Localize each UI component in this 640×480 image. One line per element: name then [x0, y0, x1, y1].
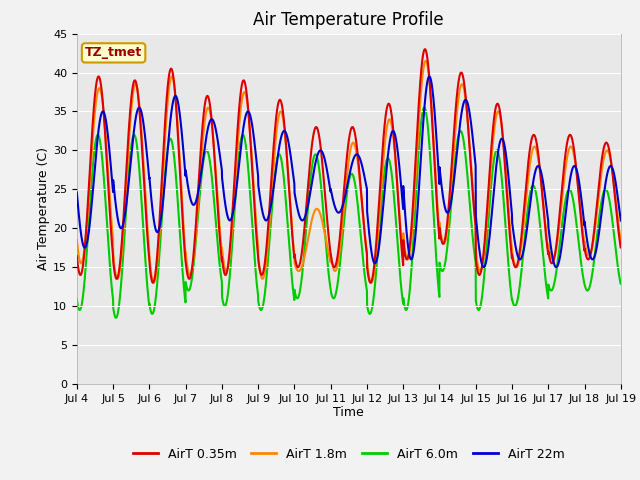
Text: TZ_tmet: TZ_tmet — [85, 47, 142, 60]
X-axis label: Time: Time — [333, 407, 364, 420]
Y-axis label: Air Temperature (C): Air Temperature (C) — [37, 147, 50, 270]
Legend: AirT 0.35m, AirT 1.8m, AirT 6.0m, AirT 22m: AirT 0.35m, AirT 1.8m, AirT 6.0m, AirT 2… — [127, 443, 570, 466]
Title: Air Temperature Profile: Air Temperature Profile — [253, 11, 444, 29]
